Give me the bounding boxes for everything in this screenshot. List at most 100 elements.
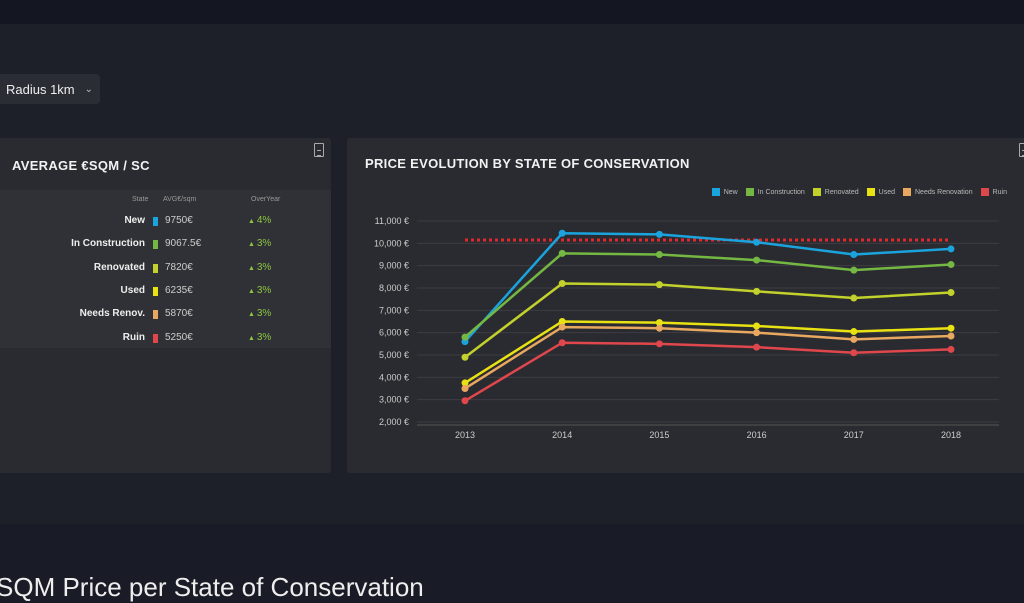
color-swatch: [153, 286, 158, 296]
data-point[interactable]: [461, 353, 469, 361]
data-point[interactable]: [947, 324, 955, 332]
x-tick-label: 2018: [941, 430, 961, 440]
avg-value: 6235€: [165, 284, 193, 296]
data-point[interactable]: [947, 332, 955, 340]
data-point[interactable]: [558, 249, 566, 257]
color-swatch: [153, 333, 158, 343]
legend-swatch: [745, 188, 754, 196]
data-point[interactable]: [850, 328, 858, 336]
document-icon[interactable]: [1019, 143, 1024, 157]
table-row: In Construction 9067.5€ ▲ 3%: [0, 238, 331, 261]
data-point[interactable]: [558, 323, 566, 331]
y-tick-label: 11,000 €: [375, 216, 409, 226]
data-point[interactable]: [753, 329, 761, 337]
yoy-change: ▲ 3%: [248, 238, 271, 249]
yoy-change: ▲ 3%: [248, 308, 271, 319]
color-swatch: [153, 217, 158, 226]
legend-label: New: [723, 188, 738, 196]
data-point[interactable]: [558, 280, 566, 288]
radius-dropdown[interactable]: Radius 1km ⌄: [0, 74, 100, 104]
y-tick-label: 4,000 €: [379, 372, 409, 382]
data-point[interactable]: [461, 333, 469, 341]
data-point[interactable]: [753, 287, 761, 295]
header-state: State: [132, 196, 149, 203]
data-point[interactable]: [461, 385, 469, 392]
legend-swatch: [980, 188, 989, 196]
data-point[interactable]: [655, 319, 663, 327]
avg-value: 9067.5€: [165, 238, 202, 250]
average-price-table: State AVG€/sqm OverYear New 9750€ ▲ 4% In…: [0, 190, 331, 348]
data-point[interactable]: [753, 256, 761, 264]
data-point[interactable]: [947, 245, 955, 253]
data-point[interactable]: [850, 335, 858, 343]
arrow-up-icon: ▲: [248, 334, 257, 342]
header-yoy: OverYear: [251, 196, 281, 203]
data-point[interactable]: [558, 339, 566, 347]
data-point[interactable]: [655, 251, 663, 258]
series-line-needs-renovation: [464, 325, 952, 390]
yoy-value: 3%: [256, 331, 272, 343]
avg-value: 7820€: [165, 261, 193, 273]
x-tick-label: 2016: [747, 430, 767, 440]
section-heading: SQM Price per State of Conservation: [0, 572, 424, 602]
price-evolution-card: PRICE EVOLUTION BY STATE OF CONSERVATION…: [347, 138, 1024, 473]
data-point[interactable]: [850, 349, 858, 357]
chevron-down-icon: ⌄: [84, 83, 94, 95]
arrow-up-icon: ▲: [248, 241, 257, 249]
header-avg: AVG€/sqm: [163, 196, 197, 203]
data-point[interactable]: [558, 318, 566, 325]
legend-item[interactable]: Ruin: [980, 188, 1007, 196]
state-label: New: [124, 215, 145, 226]
series-line-in-construction: [464, 252, 952, 339]
data-point[interactable]: [655, 324, 663, 332]
data-point[interactable]: [655, 230, 663, 238]
series-line-used: [464, 320, 952, 384]
card-title: AVERAGE €SQM / SC: [12, 158, 150, 173]
table-row: Renovated 7820€ ▲ 3%: [0, 262, 331, 285]
x-tick-label: 2013: [455, 430, 475, 440]
avg-value: 5870€: [165, 308, 193, 320]
data-point[interactable]: [753, 343, 761, 351]
legend-item[interactable]: Needs Renovation: [903, 188, 973, 196]
data-point[interactable]: [655, 340, 663, 348]
y-tick-label: 7,000 €: [379, 305, 409, 315]
y-tick-label: 8,000 €: [379, 283, 409, 293]
series-line-renovated: [464, 282, 952, 359]
series-line-ruin: [464, 341, 952, 402]
data-point[interactable]: [947, 345, 955, 353]
yoy-change: ▲ 3%: [248, 332, 271, 343]
data-point[interactable]: [655, 281, 663, 289]
state-label: Renovated: [93, 261, 145, 273]
data-point[interactable]: [947, 261, 955, 269]
data-point[interactable]: [753, 322, 761, 330]
data-point[interactable]: [850, 294, 858, 302]
avg-value: 5250€: [165, 331, 193, 343]
state-label: Needs Renov.: [79, 308, 145, 320]
legend-item[interactable]: Renovated: [812, 188, 859, 196]
legend-swatch: [866, 188, 875, 196]
legend-item[interactable]: In Construction: [745, 188, 805, 196]
data-point[interactable]: [753, 238, 761, 246]
color-swatch: [153, 263, 158, 273]
document-icon[interactable]: [314, 143, 324, 157]
data-point[interactable]: [850, 251, 858, 258]
yoy-change: ▲ 3%: [248, 262, 271, 273]
data-point[interactable]: [558, 229, 566, 237]
arrow-up-icon: ▲: [248, 287, 257, 295]
data-point[interactable]: [850, 266, 858, 274]
arrow-up-icon: ▲: [248, 218, 257, 225]
data-point[interactable]: [461, 397, 469, 405]
legend-item[interactable]: New: [711, 188, 738, 196]
data-point[interactable]: [461, 379, 469, 387]
series-line-new: [464, 232, 952, 343]
legend-label: Ruin: [992, 188, 1007, 196]
x-tick-label: 2015: [649, 430, 669, 440]
data-point[interactable]: [947, 288, 955, 296]
yoy-change: ▲ 4%: [248, 215, 271, 226]
y-tick-label: 6,000 €: [379, 328, 409, 338]
legend-label: Needs Renovation: [915, 188, 973, 196]
legend-item[interactable]: Used: [866, 188, 895, 196]
average-price-card: AVERAGE €SQM / SC State AVG€/sqm OverYea…: [0, 138, 331, 473]
yoy-change: ▲ 3%: [248, 285, 271, 296]
x-tick-label: 2014: [552, 430, 572, 440]
